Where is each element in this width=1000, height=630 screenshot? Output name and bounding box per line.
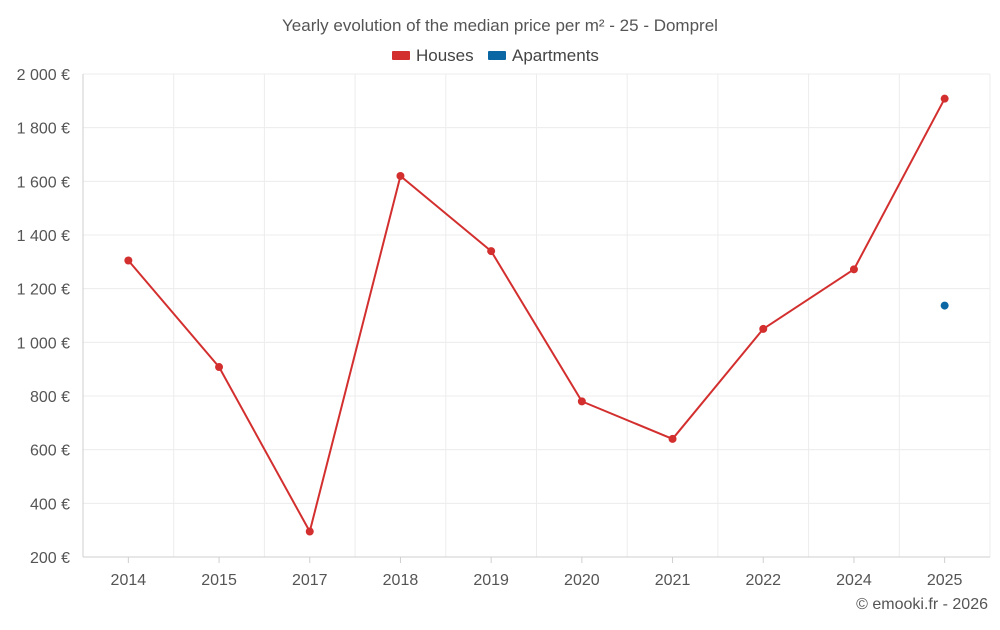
y-tick-label: 2 000 € bbox=[17, 67, 70, 84]
legend-item-houses[interactable]: Houses bbox=[392, 46, 474, 65]
legend-item-apartments[interactable]: Apartments bbox=[488, 46, 599, 65]
chart-title: Yearly evolution of the median price per… bbox=[282, 16, 718, 35]
x-tick-label: 2025 bbox=[927, 572, 963, 589]
y-tick-label: 200 € bbox=[30, 550, 70, 567]
legend-label-houses: Houses bbox=[416, 46, 474, 65]
y-tick-label: 1 200 € bbox=[17, 282, 70, 299]
data-point-houses[interactable] bbox=[124, 256, 133, 265]
data-point-houses[interactable] bbox=[577, 397, 586, 406]
series-line-houses bbox=[127, 98, 946, 533]
x-tick-label: 2014 bbox=[111, 572, 147, 589]
legend-swatch-houses bbox=[392, 51, 410, 60]
x-tick-label: 2024 bbox=[836, 572, 872, 589]
credit-text: © emooki.fr - 2026 bbox=[856, 596, 988, 613]
x-tick-label: 2019 bbox=[473, 572, 509, 589]
grid bbox=[83, 73, 991, 557]
x-tick-label: 2018 bbox=[383, 572, 419, 589]
y-tick-label: 1 800 € bbox=[17, 121, 70, 138]
y-tick-label: 600 € bbox=[30, 443, 70, 460]
x-tick-label: 2021 bbox=[655, 572, 691, 589]
x-tick-label: 2015 bbox=[201, 572, 237, 589]
y-tick-label: 800 € bbox=[30, 389, 70, 406]
y-tick-label: 400 € bbox=[30, 496, 70, 513]
y-tick-label: 1 000 € bbox=[17, 335, 70, 352]
data-point-houses[interactable] bbox=[759, 324, 768, 333]
x-tick-label: 2017 bbox=[292, 572, 328, 589]
data-point-houses[interactable] bbox=[940, 94, 949, 103]
data-point-houses[interactable] bbox=[487, 247, 496, 256]
legend: Houses Apartments bbox=[392, 46, 599, 65]
data-point-houses[interactable] bbox=[849, 265, 858, 274]
data-point-houses[interactable] bbox=[215, 363, 224, 372]
legend-label-apartments: Apartments bbox=[512, 46, 599, 65]
data-point-houses[interactable] bbox=[668, 434, 677, 443]
series bbox=[124, 94, 949, 536]
x-tick-label: 2020 bbox=[564, 572, 600, 589]
legend-swatch-apartments bbox=[488, 51, 506, 60]
data-point-houses[interactable] bbox=[396, 171, 405, 180]
data-point-houses[interactable] bbox=[305, 527, 314, 536]
axes: 200 € 400 € 600 € 800 € 1 000 € 1 200 € 1 400 … bbox=[17, 67, 990, 589]
x-tick-label: 2022 bbox=[745, 572, 781, 589]
data-point-apartments[interactable] bbox=[940, 301, 949, 310]
y-tick-label: 1 400 € bbox=[17, 228, 70, 245]
y-tick-label: 1 600 € bbox=[17, 174, 70, 191]
